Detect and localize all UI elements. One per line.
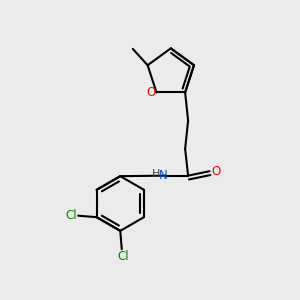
Text: O: O <box>212 165 221 178</box>
Text: Cl: Cl <box>117 250 129 263</box>
Text: O: O <box>146 86 156 99</box>
Text: Cl: Cl <box>65 208 76 222</box>
Text: H: H <box>152 169 160 179</box>
Text: N: N <box>158 169 167 182</box>
